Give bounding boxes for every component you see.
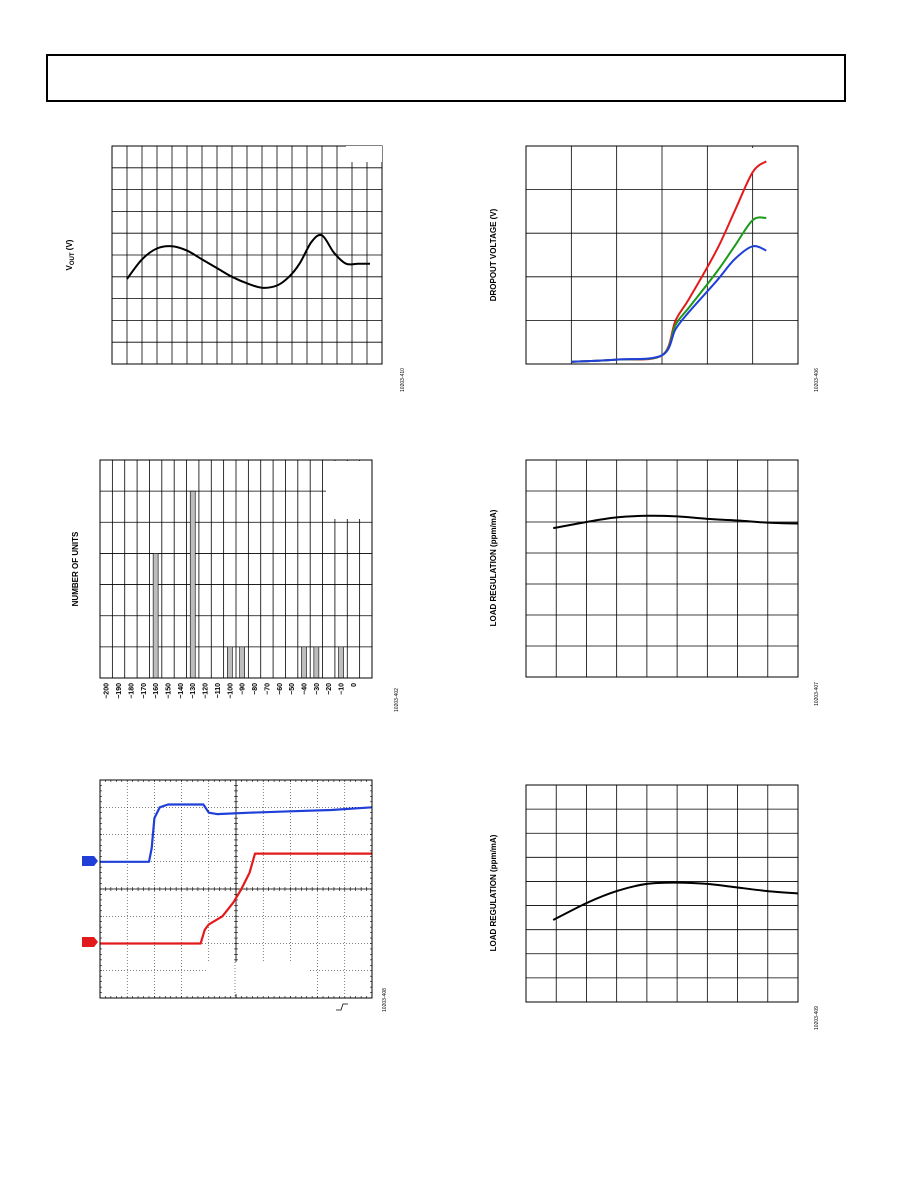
histogram-bar bbox=[239, 646, 245, 679]
histogram-tick-label: −150 bbox=[166, 683, 173, 699]
dropout-grid bbox=[526, 146, 798, 364]
histogram-tick-label: −100 bbox=[227, 683, 234, 699]
histogram-tick-label: −120 bbox=[203, 683, 210, 699]
loadreg2-plot bbox=[552, 881, 799, 921]
vout-figure-id: 10203-410 bbox=[400, 368, 406, 392]
transient-trace-0 bbox=[100, 803, 373, 863]
histogram-tick-labels: −200 −190 −180 −170 −160 −150 −140 −130 −120 −110… bbox=[104, 683, 358, 699]
histogram-tick-label: −160 bbox=[153, 683, 160, 699]
histogram-bar bbox=[189, 490, 196, 679]
channel-2-marker bbox=[82, 937, 98, 947]
histogram-legend-area bbox=[326, 461, 372, 519]
histogram-tick-label: 0 bbox=[351, 683, 358, 687]
transient-chart: 10203-408 bbox=[82, 779, 388, 1012]
histogram-tick-label: −10 bbox=[339, 683, 346, 695]
dropout-plot bbox=[571, 160, 767, 363]
vout-grid bbox=[112, 146, 382, 364]
dropout-series-line-2 bbox=[571, 245, 767, 363]
loadreg2-frame bbox=[525, 784, 799, 1003]
histogram-bar bbox=[338, 646, 344, 679]
histogram-tick-label: −30 bbox=[314, 683, 321, 695]
channel-1-marker bbox=[82, 856, 98, 866]
loadreg1-grid bbox=[526, 460, 798, 677]
histogram-frame bbox=[99, 459, 373, 679]
transient-figure-id: 10203-408 bbox=[382, 988, 388, 1012]
loadreg1-legend-area bbox=[772, 462, 796, 476]
transient-legend-area bbox=[208, 962, 308, 994]
histogram-tick-label: −90 bbox=[240, 683, 247, 695]
transient-plot bbox=[100, 803, 373, 945]
histogram-tick-label: −70 bbox=[264, 683, 271, 695]
dropout-chart: DROPOUT VOLTAGE (V) 10203-406 bbox=[489, 145, 820, 392]
dropout-series-line-1 bbox=[571, 216, 767, 363]
vout-chart: VOUT (V) 10203-410 bbox=[65, 145, 406, 392]
histogram-chart: −200 −190 −180 −170 −160 −150 −140 −130 −120 −110… bbox=[71, 459, 400, 712]
vout-plot bbox=[126, 233, 370, 289]
histogram-tick-label: −80 bbox=[252, 683, 259, 695]
transient-trace-1 bbox=[100, 852, 372, 945]
loadreg2-ylabel: LOAD REGULATION (ppm/mA) bbox=[489, 834, 498, 951]
loadreg2-grid bbox=[526, 785, 798, 1002]
vout-legend-area bbox=[346, 146, 382, 162]
histogram-bar bbox=[301, 646, 307, 679]
histogram-bar bbox=[313, 646, 320, 679]
page-header-box bbox=[46, 54, 846, 102]
histogram-tick-label: −170 bbox=[141, 683, 148, 699]
histogram-tick-label: −50 bbox=[289, 683, 296, 695]
vout-frame bbox=[111, 145, 383, 365]
histogram-tick-label: −40 bbox=[302, 683, 309, 695]
histogram-tick-label: −110 bbox=[215, 683, 222, 698]
loadreg1-plot bbox=[553, 514, 799, 530]
histogram-tick-label: −130 bbox=[190, 683, 197, 699]
histogram-tick-label: −20 bbox=[326, 683, 333, 695]
histogram-tick-label: −200 bbox=[104, 683, 111, 699]
histogram-tick-label: −180 bbox=[128, 683, 135, 699]
trigger-edge-icon bbox=[336, 1003, 348, 1011]
vout-series-line-0 bbox=[126, 233, 370, 289]
loadreg1-chart: LOAD REGULATION (ppm/mA) 10203-407 bbox=[489, 459, 820, 706]
dropout-legend-area bbox=[708, 148, 754, 174]
loadreg1-ylabel: LOAD REGULATION (ppm/mA) bbox=[489, 509, 498, 626]
dropout-ylabel: DROPOUT VOLTAGE (V) bbox=[489, 208, 498, 301]
dropout-figure-id: 10203-406 bbox=[814, 368, 820, 392]
transient-frame bbox=[99, 779, 373, 999]
loadreg1-frame bbox=[525, 459, 799, 678]
vout-ylabel: VOUT (V) bbox=[65, 239, 76, 270]
loadreg1-series-line-0 bbox=[553, 514, 799, 530]
loadreg2-legend-area bbox=[772, 786, 796, 804]
histogram-bar bbox=[152, 553, 159, 679]
dropout-frame bbox=[525, 145, 799, 365]
dropout-series-line-0 bbox=[571, 160, 767, 363]
loadreg1-figure-id: 10203-407 bbox=[814, 682, 820, 706]
histogram-tick-label: −190 bbox=[116, 683, 123, 699]
histogram-bar bbox=[227, 646, 233, 679]
loadreg2-series-line-0 bbox=[552, 881, 799, 921]
histogram-tick-label: −140 bbox=[178, 683, 185, 699]
loadreg2-chart: LOAD REGULATION (ppm/mA) 10203-409 bbox=[489, 784, 820, 1030]
histogram-ylabel: NUMBER OF UNITS bbox=[71, 531, 80, 606]
loadreg2-figure-id: 10203-409 bbox=[814, 1006, 820, 1030]
histogram-tick-label: −60 bbox=[277, 683, 284, 695]
histogram-figure-id: 10203-402 bbox=[394, 688, 400, 712]
